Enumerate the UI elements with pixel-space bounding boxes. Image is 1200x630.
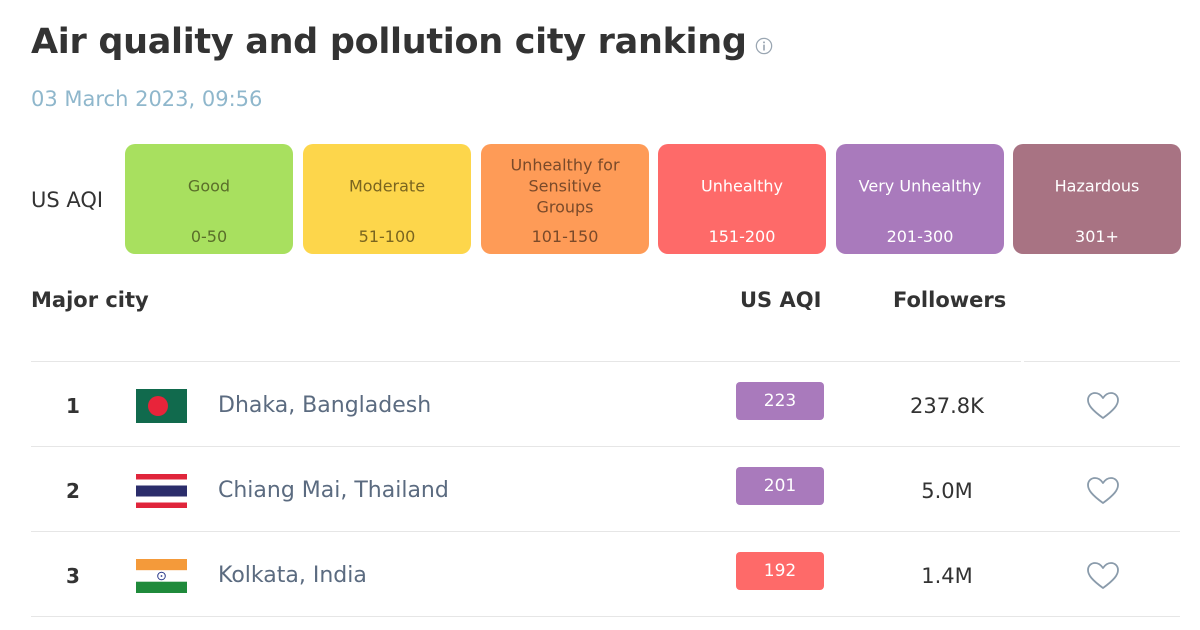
info-icon[interactable]	[755, 37, 773, 55]
aqi-badge: 223	[736, 382, 824, 420]
rank-number: 2	[66, 479, 80, 503]
aqi-level-name: Unhealthy for Sensitive Groups	[510, 155, 620, 217]
aqi-level-moderate: Moderate 51-100	[303, 144, 471, 254]
aqi-level-range: 301+	[1075, 227, 1119, 246]
aqi-level-very-unhealthy: Very Unhealthy 201-300	[836, 144, 1004, 254]
aqi-level-name: Good	[187, 176, 231, 196]
rank-number: 1	[66, 394, 80, 418]
aqi-level-name: Unhealthy	[701, 176, 783, 196]
rank-number: 3	[66, 564, 80, 588]
aqi-badge: 192	[736, 552, 824, 590]
row-divider	[31, 446, 1180, 447]
column-header-followers[interactable]: Followers	[893, 288, 1007, 312]
aqi-level-unhealthy: Unhealthy 151-200	[658, 144, 826, 254]
heart-icon[interactable]	[1086, 561, 1120, 591]
city-name-link[interactable]: Chiang Mai, Thailand	[218, 478, 449, 503]
timestamp: 03 March 2023, 09:56	[31, 87, 263, 111]
row-divider	[31, 616, 1180, 617]
row-divider	[31, 361, 1180, 362]
followers-count: 5.0M	[921, 479, 973, 503]
row-divider	[31, 531, 1180, 532]
aqi-level-range: 0-50	[190, 227, 228, 246]
aqi-level-hazardous: Hazardous 301+	[1013, 144, 1181, 254]
india-flag-icon	[136, 559, 187, 593]
aqi-level-unhealthy-sensitive: Unhealthy for Sensitive Groups 101-150	[481, 144, 649, 254]
aqi-level-name: Hazardous	[1054, 176, 1140, 196]
aqi-level-good: Good 0-50	[125, 144, 293, 254]
aqi-level-range: 151-200	[708, 227, 776, 246]
aqi-level-range: 201-300	[886, 227, 954, 246]
thailand-flag-icon	[136, 474, 187, 508]
aqi-level-range: 101-150	[531, 227, 599, 246]
title-row: Air quality and pollution city ranking	[31, 22, 773, 62]
bangladesh-flag-icon	[136, 389, 187, 423]
aqi-level-name: Moderate	[348, 176, 426, 196]
page-title: Air quality and pollution city ranking	[31, 22, 747, 62]
city-name-link[interactable]: Kolkata, India	[218, 563, 367, 588]
city-name-link[interactable]: Dhaka, Bangladesh	[218, 393, 432, 418]
aqi-level-range: 51-100	[358, 227, 416, 246]
heart-icon[interactable]	[1086, 391, 1120, 421]
column-header-aqi[interactable]: US AQI	[740, 288, 822, 312]
aqi-scale-label: US AQI	[31, 188, 104, 212]
aqi-badge: 201	[736, 467, 824, 505]
heart-icon[interactable]	[1086, 476, 1120, 506]
followers-count: 1.4M	[921, 564, 973, 588]
aqi-level-name: Very Unhealthy	[858, 176, 982, 196]
column-header-city: Major city	[31, 288, 149, 312]
followers-count: 237.8K	[910, 394, 984, 418]
